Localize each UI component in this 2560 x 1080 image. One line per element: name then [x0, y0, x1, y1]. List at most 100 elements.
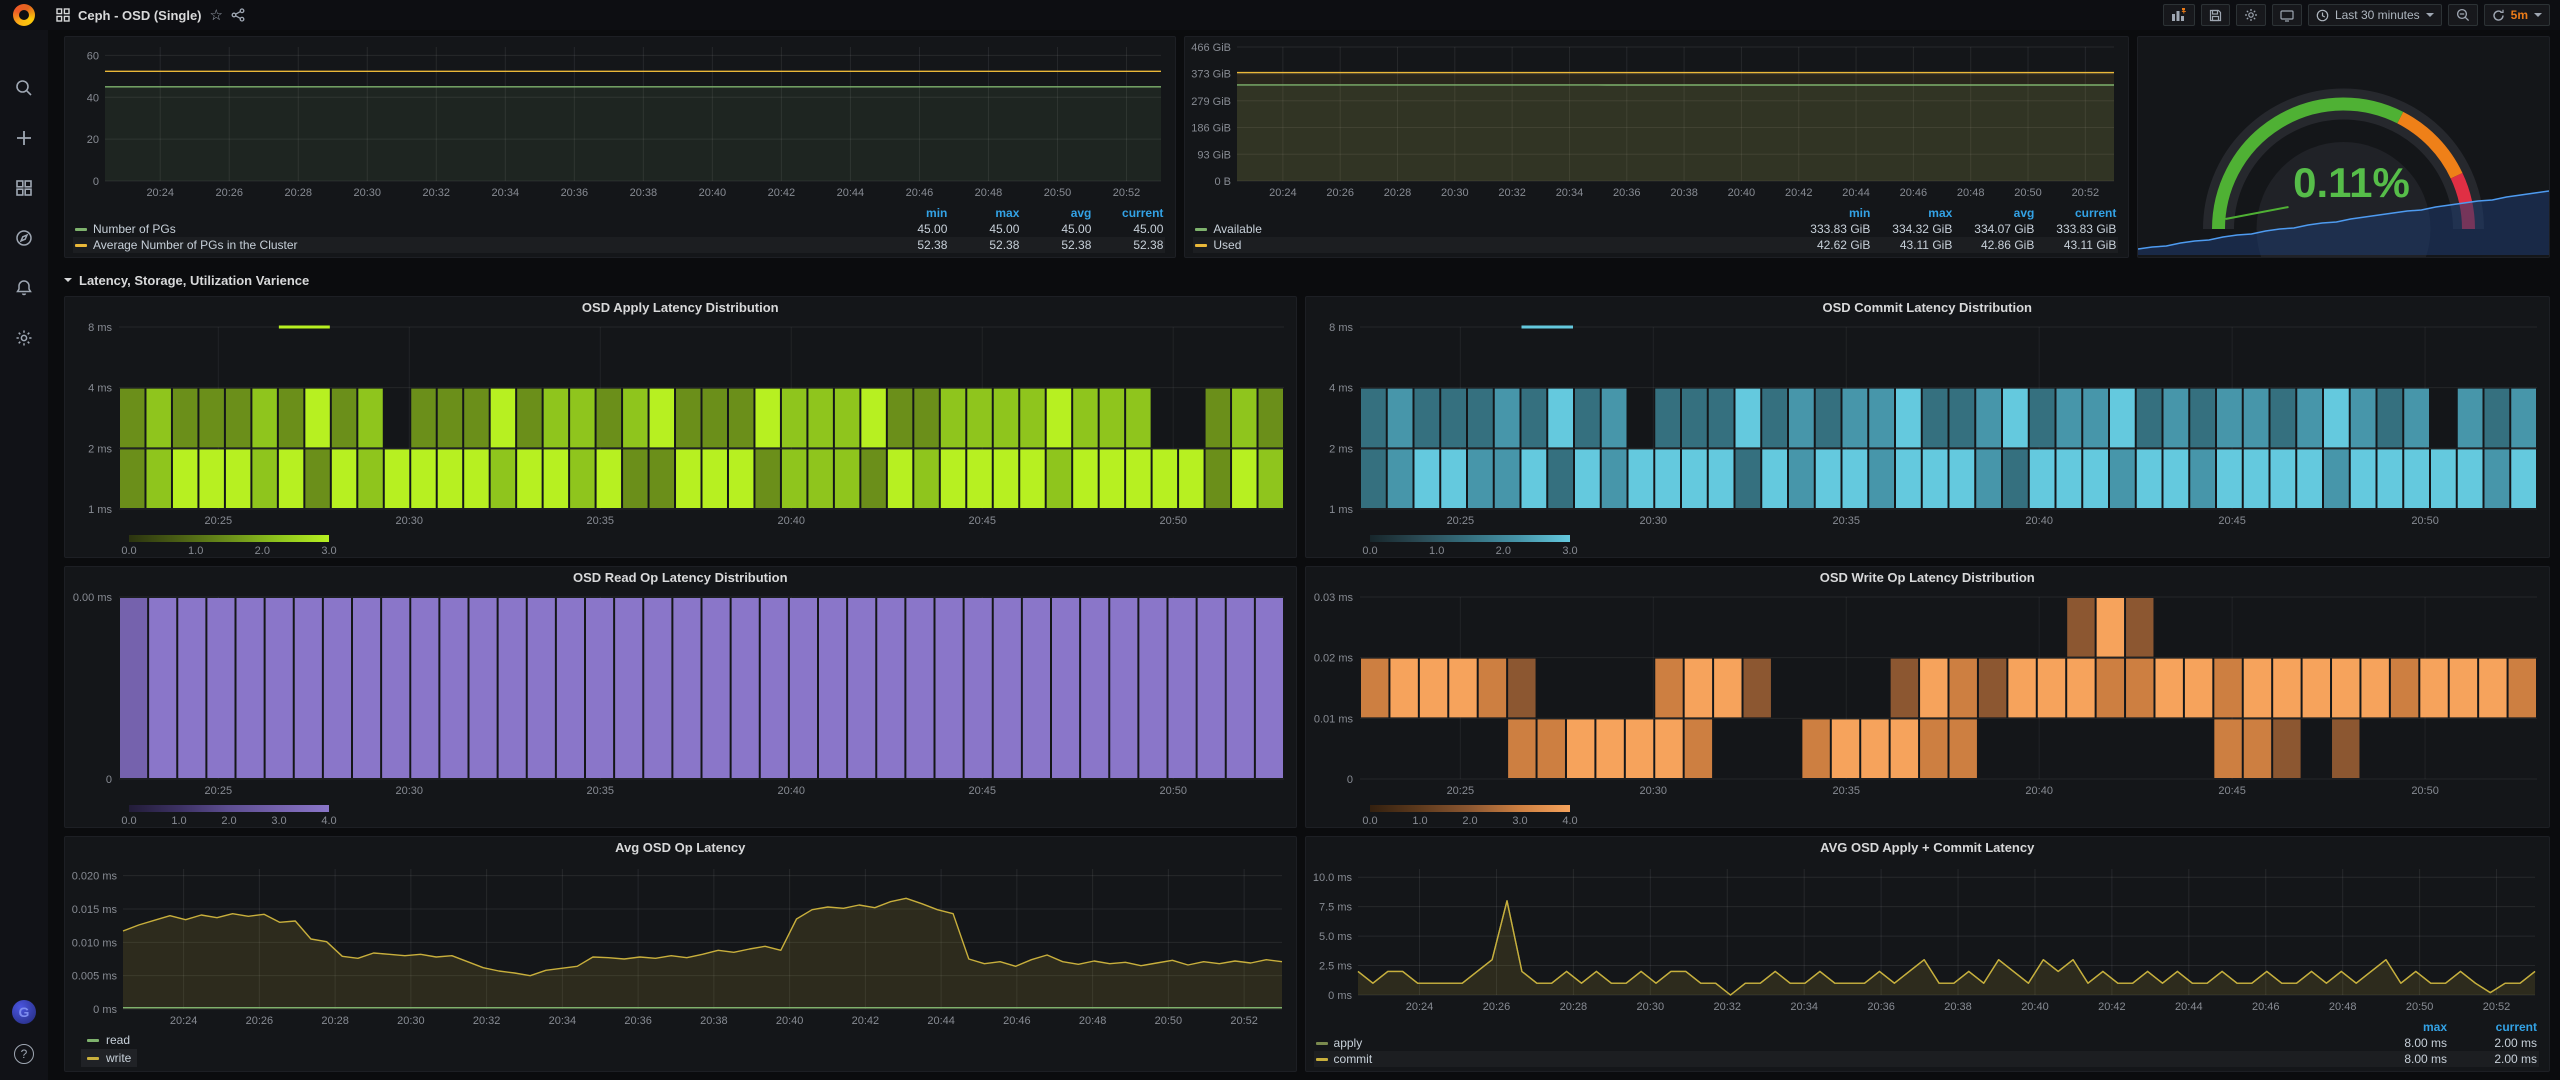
heatmap-cell [2484, 388, 2509, 448]
heatmap-svg: 20:25 20:30 20:35 20:40 20:45 20:50 0.00 ms 0 0.… [73, 592, 1284, 827]
panel-osd-read-op-latency-distribution: OSD Read Op Latency Distribution 20:25 20:… [64, 566, 1297, 828]
heatmap-cell [146, 449, 171, 508]
sidebar-item-dashboards[interactable] [12, 176, 36, 200]
legend-series-dash [1195, 227, 1208, 231]
heatmap-cell [819, 598, 847, 778]
refresh-button[interactable]: 5m [2483, 4, 2550, 26]
svg-text:20:25: 20:25 [205, 785, 233, 797]
heatmap-cell [781, 388, 807, 448]
cycle-view-button[interactable] [2271, 4, 2302, 26]
legend-series[interactable]: Average Number of PGs in the Cluster [73, 237, 877, 253]
legend-series[interactable]: Used [1193, 237, 1790, 253]
heatmap-cell [1521, 388, 1546, 448]
heatmap-cell [517, 449, 542, 508]
heatmap-cell [120, 388, 145, 448]
heatmap-cell [649, 449, 675, 508]
svg-text:2.5 ms: 2.5 ms [1319, 961, 1353, 973]
heatmap-cell [1890, 658, 1918, 718]
line-chart-svg: 20:24 20:26 20:28 20:30 20:32 20:34 20:36 20:38… [87, 47, 1161, 199]
heatmap-cell [1547, 449, 1573, 508]
gauge-sparkline [2138, 190, 2550, 250]
dashboard-title[interactable]: Ceph - OSD (Single) [78, 7, 202, 23]
plus-icon [17, 131, 31, 145]
sidebar-item-alerting[interactable] [12, 276, 36, 300]
panel-title[interactable]: OSD Read Op Latency Distribution [572, 570, 788, 585]
legend-series[interactable]: read [81, 1031, 137, 1049]
svg-text:3.0: 3.0 [321, 545, 336, 557]
svg-text:279 GiB: 279 GiB [1192, 96, 1232, 108]
legend-series[interactable]: Number of PGs [73, 221, 877, 237]
dashboards-icon [16, 180, 32, 196]
svg-text:20: 20 [87, 134, 99, 146]
heatmap-cell [1022, 598, 1050, 778]
user-avatar[interactable]: G [12, 1000, 36, 1024]
svg-text:20:50: 20:50 [1044, 187, 1072, 199]
panel-title[interactable]: OSD Apply Latency Distribution [581, 300, 779, 315]
heatmap-cell [1046, 449, 1072, 508]
add-panel-button[interactable]: + [2162, 4, 2195, 26]
svg-text:20:34: 20:34 [1556, 187, 1584, 199]
share-icon[interactable] [231, 8, 245, 22]
heatmap-cell [1975, 449, 2001, 508]
heatmap-cell [1713, 658, 1742, 718]
heatmap-cell [278, 449, 304, 508]
heatmap-cell [2184, 658, 2212, 718]
heatmap-cell [2419, 658, 2448, 718]
sidebar-item-help[interactable]: ? [12, 1042, 36, 1066]
svg-text:0.0: 0.0 [121, 815, 136, 827]
heatmap-cell [2096, 658, 2124, 718]
heatmap-cell [411, 449, 436, 508]
legend-value: 52.38 [1021, 237, 1093, 253]
svg-text:1.0: 1.0 [188, 545, 203, 557]
heatmap-cell [993, 449, 1019, 508]
zoom-out-button[interactable] [2447, 4, 2478, 26]
grafana-logo[interactable] [0, 0, 48, 30]
time-range-label: Last 30 minutes [2334, 8, 2420, 22]
star-icon[interactable]: ☆ [209, 7, 223, 24]
panel-title[interactable]: OSD Commit Latency Distribution [1822, 300, 2032, 315]
heatmap-cell [808, 449, 833, 508]
heatmap-cell [1494, 388, 1520, 448]
svg-text:7.5 ms: 7.5 ms [1319, 902, 1353, 914]
legend-series-label: Used [1213, 238, 1242, 252]
heatmap-cell [1708, 388, 1734, 448]
svg-text:20:38: 20:38 [1944, 1001, 1972, 1013]
time-picker-button[interactable]: Last 30 minutes [2307, 4, 2442, 26]
heatmap-cell [440, 598, 468, 778]
heatmap-cell [490, 388, 516, 448]
sidebar-item-search[interactable] [12, 76, 36, 100]
svg-text:20:42: 20:42 [768, 187, 796, 199]
dashboard-settings-button[interactable] [2235, 4, 2266, 26]
save-dashboard-button[interactable] [2200, 4, 2230, 26]
gear-icon [16, 330, 32, 346]
heatmap-cell [1975, 388, 2001, 448]
legend-series[interactable]: commit [1314, 1051, 2359, 1067]
heatmap-cell [649, 388, 675, 448]
sidebar-item-configuration[interactable] [12, 326, 36, 350]
sidebar-item-create[interactable] [12, 126, 36, 150]
legend-series-label: Number of PGs [93, 222, 176, 236]
heatmap-cell [278, 388, 304, 448]
heatmap-cell [294, 598, 322, 778]
heatmap-cell [848, 598, 876, 778]
legend-series[interactable]: write [81, 1049, 138, 1067]
legend-series-dash [75, 243, 87, 247]
panel-title[interactable]: OSD Write Op Latency Distribution [1819, 570, 2035, 585]
sidebar-item-explore[interactable] [12, 226, 36, 250]
svg-text:20:25: 20:25 [1446, 515, 1474, 527]
legend-value: 52.38 [1093, 237, 1165, 253]
legend-series[interactable]: apply [1314, 1035, 2359, 1051]
legend-series[interactable]: Available [1193, 221, 1790, 237]
row-latency-storage-variance[interactable]: Latency, Storage, Utilization Varience [64, 266, 2550, 294]
legend-table: min max avg current Available 333.83 GiB 334.3… [1193, 205, 2118, 253]
svg-text:0.010 ms: 0.010 ms [72, 937, 118, 949]
svg-text:20:36: 20:36 [561, 187, 589, 199]
heatmap-cell [615, 598, 643, 778]
svg-text:20:35: 20:35 [1832, 785, 1860, 797]
svg-text:8 ms: 8 ms [88, 322, 112, 334]
heatmap-cell [1448, 658, 1477, 718]
panel-title[interactable]: AVG OSD Apply + Commit Latency [1820, 840, 2035, 855]
svg-text:4 ms: 4 ms [88, 383, 112, 395]
panel-title[interactable]: Avg OSD Op Latency [615, 840, 746, 855]
clock-icon [2316, 9, 2329, 21]
